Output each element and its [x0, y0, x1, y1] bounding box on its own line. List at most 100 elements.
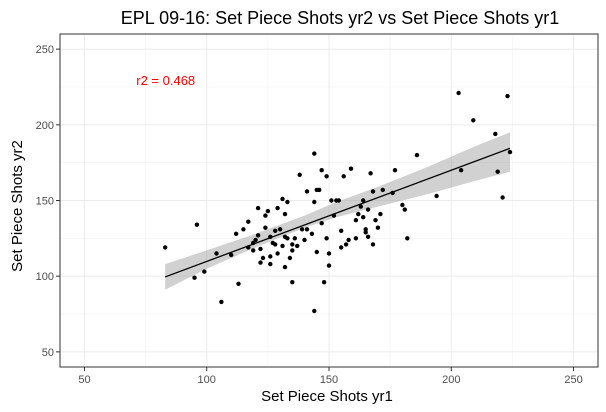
r2-annotation: r2 = 0.468	[136, 73, 195, 88]
data-point	[268, 261, 273, 267]
data-point	[275, 251, 280, 256]
data-point	[290, 242, 295, 247]
data-point	[365, 207, 371, 212]
data-point	[297, 172, 302, 177]
data-point	[214, 251, 219, 256]
data-point	[299, 227, 305, 232]
data-point	[290, 248, 295, 253]
data-point	[277, 227, 283, 232]
data-point	[263, 213, 268, 218]
data-point	[309, 231, 315, 236]
data-point	[326, 263, 332, 268]
regression-line	[164, 147, 511, 278]
data-point	[282, 211, 288, 217]
data-point	[336, 198, 341, 203]
data-point	[361, 215, 366, 220]
data-point	[314, 249, 319, 255]
y-tick-label: 200	[36, 120, 54, 132]
data-point	[241, 227, 246, 232]
x-axis-label: Set Piece Shots yr1	[261, 388, 393, 405]
x-tick-label: 50	[78, 374, 90, 386]
data-point	[343, 242, 349, 247]
data-point	[317, 187, 322, 193]
data-point	[268, 254, 273, 259]
data-point	[255, 233, 261, 238]
data-point	[375, 225, 381, 230]
x-tick-label: 150	[320, 374, 338, 386]
data-point	[414, 152, 420, 158]
data-points	[163, 90, 513, 314]
data-point	[304, 189, 310, 194]
data-point	[405, 236, 410, 241]
data-point	[456, 90, 461, 96]
data-point	[319, 168, 324, 173]
data-point	[255, 205, 261, 211]
data-point	[339, 228, 344, 233]
data-point	[326, 251, 332, 256]
data-point	[321, 280, 327, 285]
x-tick-label: 200	[442, 374, 460, 386]
y-tick-label: 250	[36, 44, 54, 56]
data-point	[353, 236, 359, 241]
data-point	[324, 174, 329, 179]
data-point	[194, 222, 200, 227]
data-point	[287, 255, 293, 261]
data-point	[361, 198, 366, 203]
data-point	[434, 193, 439, 199]
data-point	[192, 275, 197, 280]
data-point	[302, 237, 307, 243]
data-point	[329, 198, 334, 203]
data-point	[260, 255, 266, 261]
chart-title: EPL 09-16: Set Piece Shots yr2 vs Set Pi…	[121, 8, 560, 28]
y-tick-label: 150	[36, 196, 54, 208]
data-point	[312, 199, 317, 205]
data-point	[163, 245, 168, 250]
grid-lines	[60, 34, 598, 367]
data-point	[341, 174, 346, 179]
data-point	[392, 168, 398, 173]
data-point	[400, 202, 405, 208]
data-point	[236, 281, 241, 286]
data-point	[258, 246, 263, 252]
data-point	[339, 245, 344, 250]
data-point	[280, 243, 285, 249]
confidence-band	[165, 132, 510, 290]
data-point	[251, 248, 256, 253]
data-point	[346, 237, 351, 243]
data-point	[246, 219, 251, 224]
data-point	[265, 208, 271, 214]
data-point	[493, 131, 498, 137]
data-point	[233, 231, 239, 236]
data-point	[202, 269, 207, 274]
data-point	[368, 171, 373, 176]
data-point	[402, 207, 407, 212]
data-point	[471, 118, 476, 123]
data-point	[275, 205, 280, 211]
data-point	[263, 225, 268, 230]
data-point	[304, 227, 310, 232]
data-point	[380, 187, 385, 193]
data-point	[282, 264, 288, 270]
y-tick-label: 100	[36, 271, 54, 283]
x-tick-label: 100	[198, 374, 216, 386]
data-point	[292, 236, 297, 241]
data-point	[507, 149, 513, 155]
data-point	[229, 252, 234, 258]
data-point	[285, 236, 290, 241]
confidence-band-group	[165, 132, 510, 290]
data-point	[324, 236, 329, 241]
data-point	[353, 218, 359, 223]
data-point	[290, 280, 295, 285]
data-point	[356, 211, 361, 217]
data-point	[280, 196, 285, 202]
data-point	[273, 242, 278, 247]
data-point	[295, 243, 300, 249]
data-point	[348, 166, 354, 171]
x-tick-label: 250	[564, 374, 582, 386]
data-point	[312, 308, 317, 314]
data-point	[370, 189, 376, 194]
data-point	[358, 204, 363, 209]
data-point	[495, 169, 500, 174]
y-axis-label: Set Piece Shots yr2	[9, 140, 26, 272]
